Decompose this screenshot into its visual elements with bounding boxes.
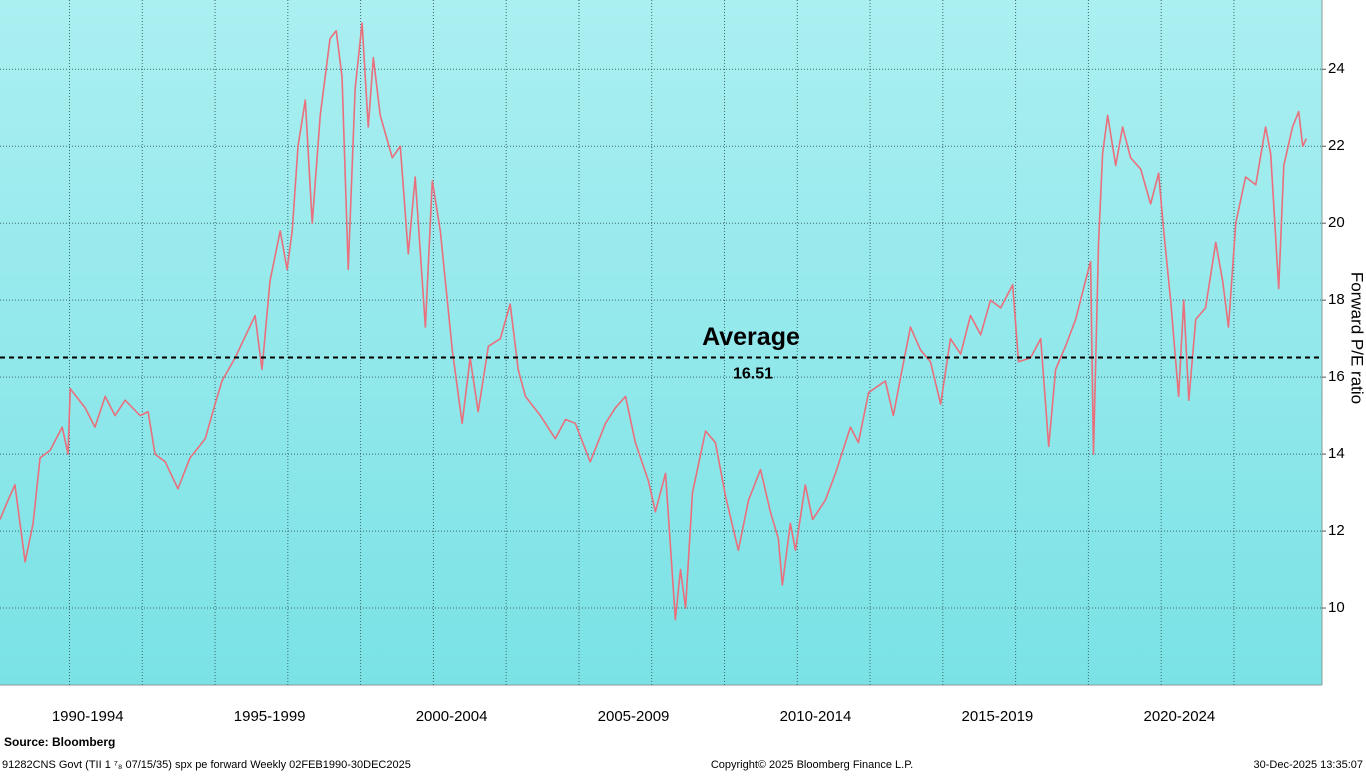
x-tick-label: 2015-2019 xyxy=(962,708,1034,725)
x-tick-label: 2000-2004 xyxy=(416,708,488,725)
x-tick-label: 2020-2024 xyxy=(1143,708,1215,725)
y-tick-label: 12 xyxy=(1328,522,1345,539)
y-tick-label: 22 xyxy=(1328,137,1345,154)
x-tick-label: 1995-1999 xyxy=(234,708,306,725)
y-tick-label: 18 xyxy=(1328,291,1345,308)
y-tick-label: 24 xyxy=(1328,60,1345,77)
y-tick-label: 20 xyxy=(1328,214,1345,231)
average-label: Average xyxy=(702,323,800,351)
plot-area xyxy=(0,0,1322,685)
x-tick-label: 1990-1994 xyxy=(52,708,124,725)
y-tick-label: 10 xyxy=(1328,599,1345,616)
x-tick-label: 2005-2009 xyxy=(598,708,670,725)
x-tick-label: 2010-2014 xyxy=(780,708,852,725)
data-line xyxy=(0,22,1308,621)
average-value: 16.51 xyxy=(733,366,773,383)
footnote: 91282CNS Govt (TII 1 ⁷₈ 07/15/35) spx pe… xyxy=(2,759,411,771)
y-axis-label: Forward P/E ratio xyxy=(1348,272,1366,404)
source: Source: Bloomberg xyxy=(4,735,115,749)
copyright: Copyright© 2025 Bloomberg Finance L.P. xyxy=(711,759,913,771)
y-tick-label: 16 xyxy=(1328,368,1345,385)
timestamp: 30-Dec-2025 13:35:07 xyxy=(1254,759,1363,771)
y-tick-label: 14 xyxy=(1328,445,1345,462)
